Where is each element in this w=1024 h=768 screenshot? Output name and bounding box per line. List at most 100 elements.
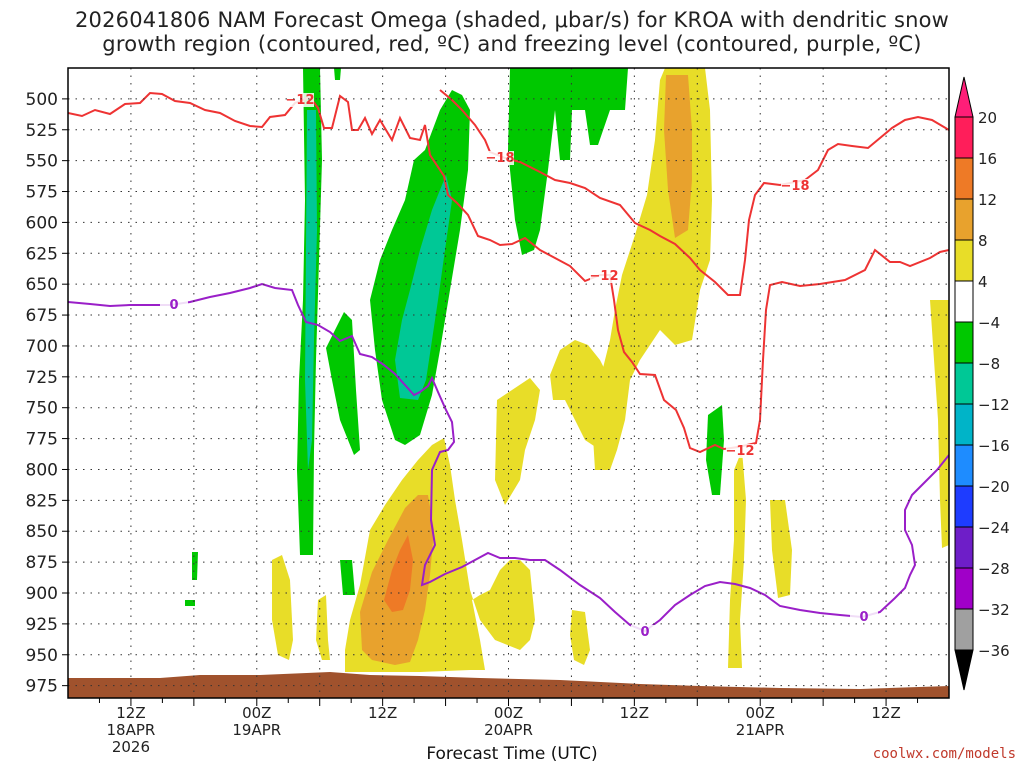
contour-label-bg	[286, 93, 314, 107]
x-axis-title: Forecast Time (UTC)	[426, 744, 598, 764]
y-tick-label: 600	[26, 213, 58, 233]
omega-region-green-3	[326, 312, 360, 455]
omega-region-gold-1	[664, 75, 692, 238]
y-tick-label: 550	[26, 152, 58, 172]
colorbar-label: 12	[978, 191, 997, 209]
colorbar-label: −4	[978, 314, 1000, 332]
contour-label-bg	[160, 298, 188, 312]
contour-label: −18	[486, 151, 515, 166]
omega-region-green-8	[508, 68, 628, 255]
colorbar-label: 20	[978, 109, 997, 127]
contour-label: −12	[590, 269, 619, 284]
colorbar-label: −12	[978, 396, 1010, 414]
colorbar: 20 16 12 8 4 −4 −8 −12 −16 −20 −24 −28 −32 −36	[954, 76, 1010, 691]
contour-label-bg	[631, 625, 659, 639]
chart-title-line2: growth region (contoured, red, ºC) and f…	[102, 32, 922, 56]
y-tick-label: 875	[26, 553, 58, 573]
plot-frame	[67, 67, 950, 699]
x-tick-label: 18APR	[107, 721, 156, 739]
contour-label: 0	[169, 298, 178, 313]
contour-label: 0	[640, 625, 649, 640]
omega-region-yellow-10	[930, 300, 949, 548]
y-tick-label: 625	[26, 244, 58, 264]
omega-region-teal-2	[395, 175, 452, 400]
contour-label-bg	[590, 269, 618, 283]
x-tick-label: 00Z	[242, 704, 271, 722]
omega-region-yellow-7	[570, 610, 590, 665]
colorbar-max-arrow	[954, 76, 974, 118]
colorbar-label: −28	[978, 560, 1010, 578]
x-tick-label: 12Z	[368, 704, 397, 722]
colorbar-segment	[954, 280, 974, 323]
x-tick-label: 2026	[112, 738, 150, 756]
y-tick-label: 750	[26, 399, 58, 419]
y-tick-label: 675	[26, 306, 58, 326]
omega-region-green-5	[192, 552, 198, 580]
contour-labels: −12 −18 −12 −18 −12 0 0 0	[160, 93, 878, 640]
colorbar-label: −36	[978, 642, 1010, 660]
omega-region-yellow-8	[728, 450, 746, 668]
freezing-level-contour	[68, 282, 949, 633]
colorbar-label: 16	[978, 150, 997, 168]
colorbar-segment	[954, 444, 974, 487]
colorbar-segment	[954, 198, 974, 241]
colorbar-label: −8	[978, 355, 1000, 373]
x-tick-label: 12Z	[871, 704, 900, 722]
y-tick-label: 525	[26, 121, 58, 141]
x-tick-label: 19APR	[232, 721, 281, 739]
omega-shading	[185, 68, 949, 672]
y-tick-label: 975	[26, 677, 58, 697]
terrain-surface	[68, 672, 949, 698]
contour-label: −12	[286, 93, 315, 108]
colorbar-label: 4	[978, 273, 988, 291]
contour-label-bg	[726, 444, 754, 458]
x-tick-label: 21APR	[736, 721, 785, 739]
y-tick-label: 825	[26, 491, 58, 511]
x-grid	[98, 68, 919, 706]
x-tick-label: 00Z	[746, 704, 775, 722]
y-tick-label: 575	[26, 183, 58, 203]
y-tick-label: 800	[26, 460, 58, 480]
colorbar-min-arrow	[954, 649, 974, 691]
colorbar-segment	[954, 239, 974, 282]
omega-region-green-9	[706, 405, 724, 495]
y-tick-label: 775	[26, 430, 58, 450]
y-tick-label: 850	[26, 522, 58, 542]
colorbar-segment	[954, 362, 974, 405]
dgz-upper-contour	[68, 91, 949, 454]
colorbar-segment	[954, 321, 974, 364]
y-tick-label: 500	[26, 90, 58, 110]
colorbar-segment	[954, 157, 974, 200]
x-tick-label: 00Z	[494, 704, 523, 722]
y-tick-label: 925	[26, 615, 58, 635]
contour-label: −12	[726, 444, 755, 459]
colorbar-segment	[954, 403, 974, 446]
x-tick-label: 20APR	[484, 721, 533, 739]
omega-region-green-2	[334, 68, 341, 80]
colorbar-label: −20	[978, 478, 1010, 496]
brand-watermark: coolwx.com/models	[872, 746, 1016, 762]
contour-label: 0	[859, 610, 868, 625]
colorbar-label: −32	[978, 601, 1010, 619]
x-tick-label: 12Z	[116, 704, 145, 722]
y-tick-label: 650	[26, 275, 58, 295]
colorbar-label: −16	[978, 437, 1010, 455]
contour-label-bg	[781, 179, 809, 193]
contour-label-bg	[486, 151, 514, 165]
omega-region-yellow-6	[316, 595, 330, 660]
colorbar-label: −24	[978, 519, 1010, 537]
contour-label: −18	[781, 179, 810, 194]
omega-region-yellow-9	[770, 500, 792, 598]
omega-region-teal-1	[305, 110, 317, 470]
colorbar-label: 8	[978, 232, 988, 250]
colorbar-segment	[954, 608, 974, 651]
colorbar-segment	[954, 485, 974, 528]
omega-region-green-4	[340, 560, 355, 595]
colorbar-segment	[954, 567, 974, 610]
omega-region-green-6	[185, 600, 195, 606]
colorbar-segment	[954, 526, 974, 569]
y-tick-label: 725	[26, 368, 58, 388]
contour-label-bg	[850, 610, 878, 624]
